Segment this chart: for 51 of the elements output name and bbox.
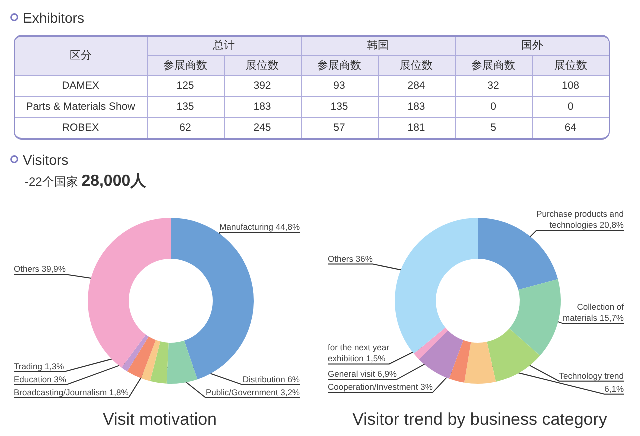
x-tick-label: 展位数 xyxy=(378,55,455,75)
slice-label: Purchase products and technologies 20,8% xyxy=(536,209,624,230)
slice-label: Education 3% xyxy=(14,374,67,384)
data-label: 245 xyxy=(224,117,301,138)
y-tick-label: ROBEX xyxy=(15,117,147,138)
slice-label: for the next year exhibition 1,5% xyxy=(328,342,390,364)
slice-label: Technology trend xyxy=(559,370,624,381)
x-tick-label: 展位数 xyxy=(532,55,609,75)
slice-label: Trading 1,3% xyxy=(14,362,65,372)
data-label: 0 xyxy=(532,96,609,117)
y-tick-label: Parts & Materials Show xyxy=(15,96,147,117)
data-label: 108 xyxy=(532,75,609,96)
data-label: 32 xyxy=(455,75,532,96)
y-axis-title: 区分 xyxy=(15,37,147,75)
data-label: 6,1% xyxy=(604,384,624,394)
data-label: 64 xyxy=(564,120,578,136)
text: Visit motivation xyxy=(102,410,218,429)
slice-label: Distribution 6% xyxy=(242,374,300,384)
data-label: 57 xyxy=(301,117,378,138)
data-label: 284 xyxy=(378,75,455,96)
text: 总计 xyxy=(147,37,301,55)
data-label: 135 xyxy=(147,96,224,117)
slice-label: Public/Government 3,2% xyxy=(206,388,300,398)
slice-label: Cooperation/Investment 3% xyxy=(328,382,434,392)
x-tick-label: 参展商数 xyxy=(147,55,224,75)
x-tick-label: 参展商数 xyxy=(455,55,532,75)
data-label: 125 xyxy=(147,75,224,96)
slice-label: Collection of materials 15,7% xyxy=(563,302,625,324)
slice-label: Broadcasting/Journalism 1,8% xyxy=(14,388,130,398)
data-label: 93 xyxy=(301,75,378,96)
text: 国外 xyxy=(455,37,609,55)
x-tick-label: 展位数 xyxy=(224,55,301,75)
data-label: 5 xyxy=(455,117,532,138)
chart-title: Exhibitors xyxy=(23,10,84,26)
data-label: 62 xyxy=(147,117,224,138)
slice-label: General visit 6,9% xyxy=(328,369,398,380)
text: Visitors xyxy=(23,152,69,168)
data-label: 0 xyxy=(455,96,532,117)
text: Visitor trend by business category xyxy=(352,410,608,429)
data-label: 392 xyxy=(224,75,301,96)
x-tick-label: 参展商数 xyxy=(301,55,378,75)
slice-label: Others 36% xyxy=(328,254,374,264)
data-label: 135 xyxy=(301,96,378,117)
data-label: 183 xyxy=(378,96,455,117)
text: 韩国 xyxy=(301,37,455,55)
y-tick-label: DAMEX xyxy=(15,75,147,96)
data-label: 181 xyxy=(378,117,455,138)
slice-label: Manufacturing 44,8% xyxy=(220,222,300,232)
slice-label: Others 39,9% xyxy=(14,264,66,274)
text: -22个国家 28,000人 xyxy=(25,173,147,190)
data-label: 183 xyxy=(224,96,301,117)
